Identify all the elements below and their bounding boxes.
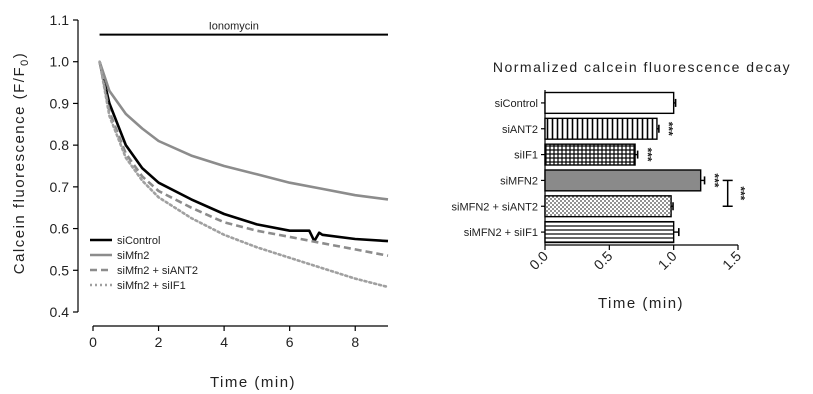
legend-label-1: siMfn2 — [117, 250, 149, 262]
series-line-0 — [98, 61, 389, 243]
bar-chart: Normalized calcein fluorescence decay 0.… — [452, 59, 791, 312]
x-tick-label: 2 — [155, 334, 163, 350]
significance-stars-1: *** — [662, 122, 676, 136]
y-tick-label: 0.6 — [50, 221, 70, 237]
y-tick-label: 0.5 — [50, 262, 70, 278]
bar-category-label-1: siANT2 — [502, 124, 538, 136]
bar-3 — [544, 169, 702, 192]
series-line-1 — [98, 61, 389, 201]
bar-1 — [544, 117, 658, 140]
line-chart-x-axis-title: Time (min) — [210, 374, 296, 391]
bar-x-tick-label: 0.5 — [590, 248, 615, 273]
bracket-stars: *** — [734, 186, 748, 200]
bar-0 — [544, 91, 675, 115]
significance-stars-2: *** — [640, 148, 654, 162]
bar-category-label-2: siIF1 — [514, 150, 538, 162]
bar-x-tick-label: 0.0 — [526, 248, 551, 273]
x-tick-label: 4 — [220, 334, 228, 350]
bar-category-label-3: siMFN2 — [500, 175, 538, 187]
line-chart-legend: siControl siMfn2 siMfn2 + siANT2 siMfn2 + s… — [90, 235, 198, 292]
series-line-2 — [98, 61, 389, 257]
bar-x-tick-label: 1.0 — [655, 248, 680, 273]
y-title-end: ) — [11, 52, 28, 59]
y-tick-label: 0.4 — [50, 304, 70, 320]
bar-5 — [544, 220, 675, 244]
line-chart-series — [98, 60, 390, 289]
x-tick-label: 0 — [89, 334, 97, 350]
series-line-3 — [98, 60, 390, 289]
y-tick-label: 0.7 — [50, 179, 70, 195]
legend-label-2: siMfn2 + siANT2 — [117, 265, 198, 277]
significance-stars-3: *** — [707, 173, 721, 187]
line-chart: 0.40.50.60.70.80.91.01.10 2 4 6 8 Ionomycin … — [11, 12, 390, 391]
y-title-main: Calcein fluorescence (F/F — [11, 66, 28, 274]
bar-category-label-0: siControl — [495, 98, 538, 110]
bar-chart-bars: siControl siANT2 *** siIF1 *** siMFN2 *** siMFN… — [452, 91, 721, 244]
bar-2 — [544, 143, 636, 166]
y-title-subscript: 0 — [19, 58, 31, 66]
y-tick-label: 0.8 — [50, 137, 70, 153]
x-tick-label: 8 — [351, 334, 359, 350]
x-tick-label: 6 — [286, 334, 294, 350]
legend-label-0: siControl — [117, 235, 160, 247]
bar-4 — [544, 195, 672, 218]
bar-category-label-5: siMFN2 + siIF1 — [464, 227, 538, 239]
ionomycin-annotation: Ionomycin — [99, 21, 388, 36]
bar-x-tick-label: 1.5 — [719, 248, 744, 273]
line-chart-axes: 0.4 0.5 0.6 0.7 0.8 0.9 1.0 1.1 0 2 4 6 8 — [50, 12, 388, 350]
line-chart-y-axis-title: Calcein fluorescence (F/F0) — [11, 52, 31, 275]
ionomycin-label: Ionomycin — [209, 21, 259, 33]
y-tick-label: 0.9 — [50, 95, 70, 111]
y-tick-label: 1.1 — [50, 12, 70, 28]
bar-category-label-4: siMFN2 + siANT2 — [452, 201, 539, 213]
bar-chart-title: Normalized calcein fluorescence decay — [493, 59, 791, 75]
y-tick-label: 1.0 — [50, 54, 70, 70]
bar-chart-x-axis-title: Time (min) — [598, 295, 684, 312]
significance-bracket: *** — [722, 179, 748, 207]
legend-label-3: siMfn2 + siIF1 — [117, 280, 186, 292]
